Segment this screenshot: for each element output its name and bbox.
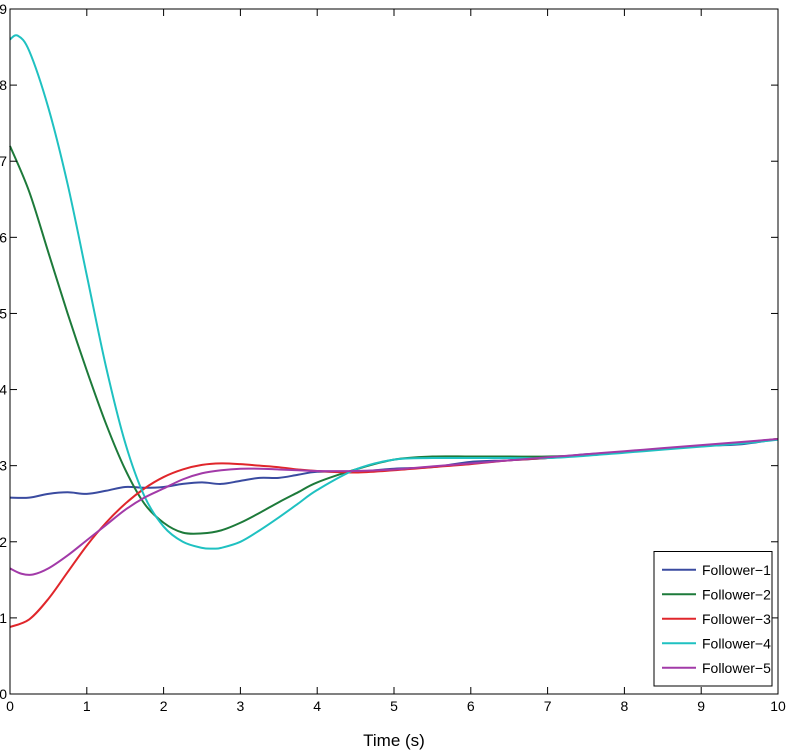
x-tick-label: 2: [160, 698, 168, 714]
x-tick-label: 9: [697, 698, 705, 714]
legend-label: Follower−5: [702, 660, 771, 676]
y-tick-label: 5: [0, 305, 7, 321]
series-line-4: [9, 34, 779, 550]
series-line-5: [9, 438, 779, 576]
y-tick-label: 2: [0, 534, 7, 550]
axis-ticks: [9, 8, 779, 695]
x-tick-label: 8: [621, 698, 629, 714]
x-tick-label: 4: [313, 698, 321, 714]
x-tick-label: 3: [237, 698, 245, 714]
x-axis-label: Time (s): [363, 731, 425, 750]
axis-tick-labels: 0 1 2 3 4 5 6 7 8 9 10 0 1 2 3 4 5 6 7 8 9: [0, 1, 786, 714]
x-tick-label: 6: [467, 698, 475, 714]
x-tick-label: 0: [6, 698, 14, 714]
plot-lines: [9, 34, 779, 628]
legend-label: Follower−1: [702, 562, 771, 578]
y-tick-label: 3: [0, 458, 7, 474]
y-tick-label: 8: [0, 77, 7, 93]
y-tick-label: 1: [0, 610, 7, 626]
legend: Follower−1 Follower−2 Follower−3 Follower−4…: [653, 551, 773, 687]
legend-label: Follower−4: [702, 635, 771, 651]
y-tick-label: 0: [0, 686, 7, 702]
x-tick-label: 10: [770, 698, 786, 714]
y-tick-label: 6: [0, 229, 7, 245]
legend-label: Follower−2: [702, 586, 771, 602]
y-tick-label: 4: [0, 382, 7, 398]
series-line-2: [9, 145, 779, 535]
y-tick-label: 7: [0, 153, 7, 169]
x-tick-label: 5: [390, 698, 398, 714]
legend-label: Follower−3: [702, 611, 771, 627]
x-tick-label: 7: [544, 698, 552, 714]
x-tick-label: 1: [83, 698, 91, 714]
y-tick-label: 9: [0, 1, 7, 17]
